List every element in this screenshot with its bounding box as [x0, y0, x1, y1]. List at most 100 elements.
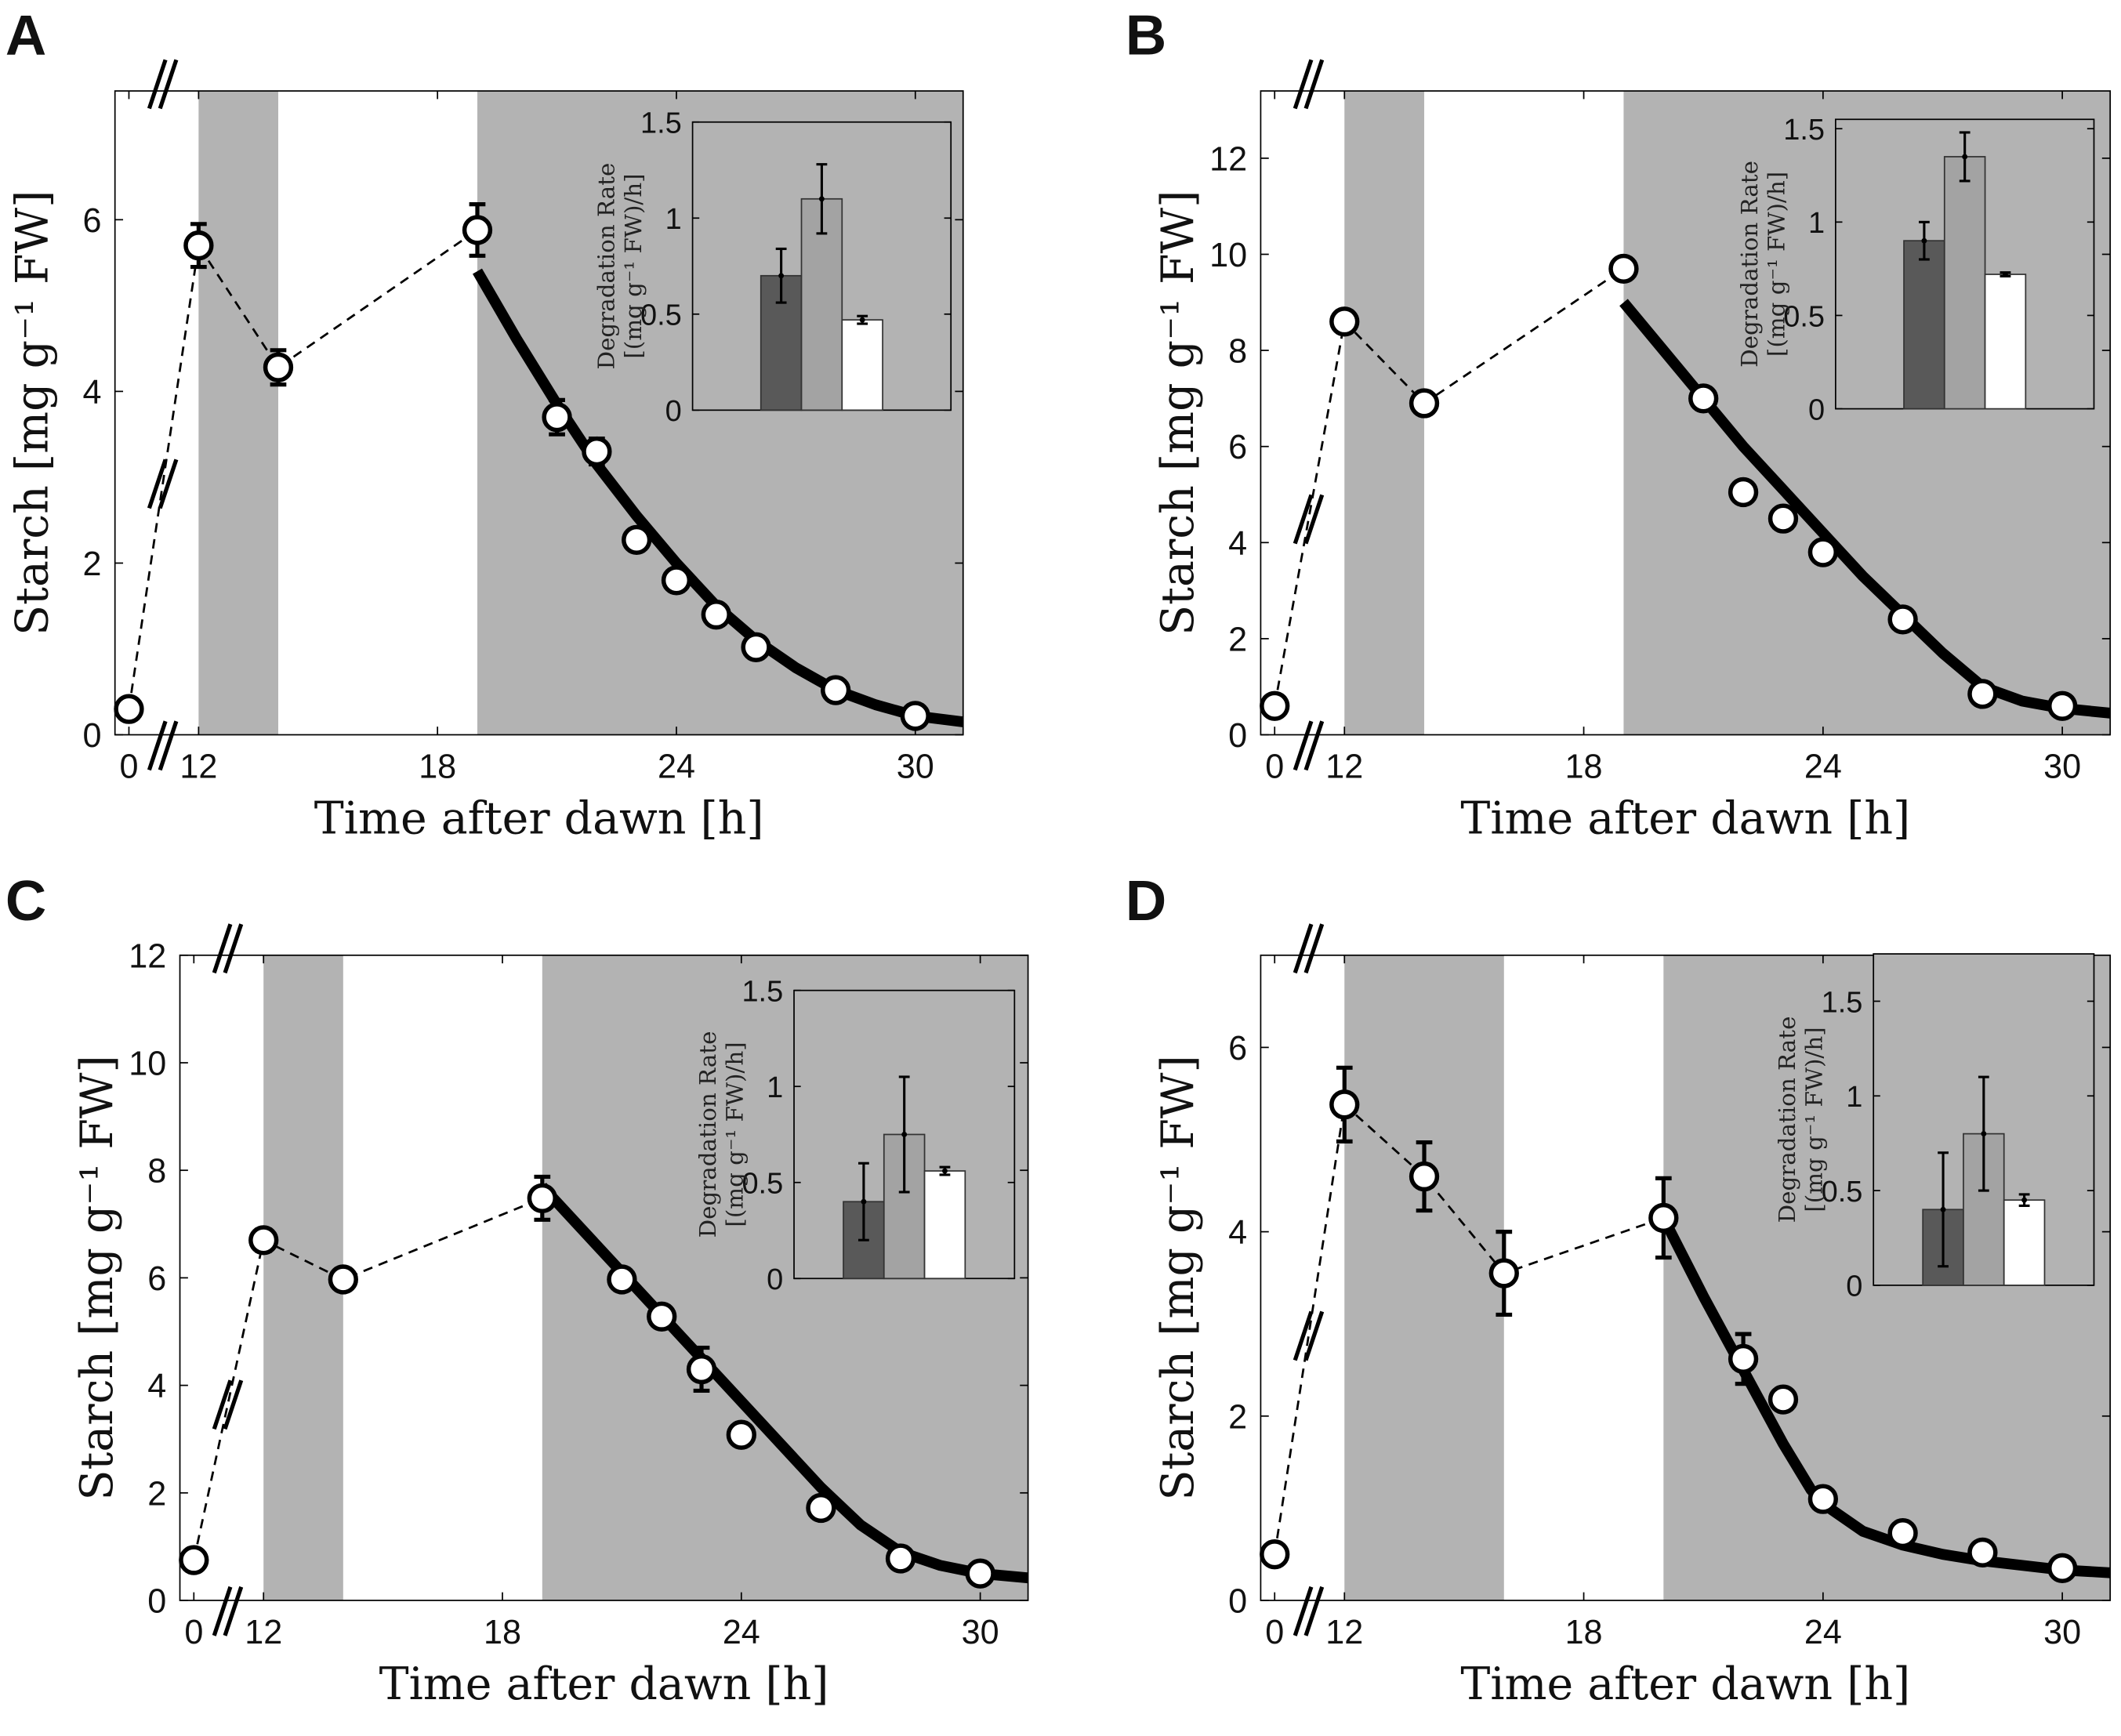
x-tick-label: 12	[179, 748, 217, 786]
inset-y-label-line1: Degradation Rate	[1736, 161, 1763, 368]
x-tick-label: 30	[2043, 748, 2081, 786]
panel-letter: B	[1126, 3, 1166, 67]
data-point	[2047, 1553, 2078, 1583]
axis-break-top	[147, 59, 168, 110]
inset-y-label-line2: [(mg g⁻¹ FW)/h]	[721, 1042, 748, 1227]
inset-y-label-line1: Degradation Rate	[694, 1031, 721, 1238]
x-tick-label: 12	[1325, 748, 1363, 786]
data-line-break	[1293, 1310, 1314, 1361]
axis-break-top	[1293, 923, 1314, 974]
inset-y-tick-label: 1.5	[1783, 114, 1825, 147]
panel-letter: D	[1126, 869, 1166, 933]
data-point	[965, 1558, 995, 1589]
data-point	[1688, 383, 1719, 414]
inset-y-tick-label: 0.5	[1822, 1176, 1863, 1209]
data-point	[647, 1301, 677, 1332]
y-tick-label: 6	[1228, 1030, 1247, 1067]
data-point	[1768, 503, 1799, 534]
y-tick-label: 2	[1228, 1398, 1247, 1436]
inset-y-tick-label: 1	[767, 1071, 783, 1104]
y-axis-label: Starch [mg g⁻¹ FW]	[6, 190, 58, 636]
inset-y-tick-label: 0	[767, 1263, 783, 1296]
panel-letter: A	[5, 3, 46, 67]
data-point	[1728, 1343, 1759, 1375]
inset-y-tick-label: 1	[1808, 207, 1825, 240]
x-tick-label: 18	[1565, 1614, 1603, 1651]
data-point	[582, 436, 612, 467]
x-tick-label: 18	[484, 1614, 521, 1651]
x-tick-label: 30	[2043, 1614, 2081, 1651]
x-tick-label: 24	[723, 1614, 760, 1651]
panel-letter: C	[5, 869, 46, 933]
axis-break-bottom	[223, 1586, 244, 1636]
inset-y-label-line2: [(mg g⁻¹ FW)/h]	[620, 173, 647, 358]
y-tick-label: 12	[1209, 140, 1247, 178]
inset-y-label-line2: [(mg g⁻¹ FW)/h]	[1801, 1027, 1828, 1212]
x-tick-label: 24	[1804, 1614, 1842, 1651]
dark-period-shade	[1344, 91, 1425, 735]
y-tick-label: 4	[1228, 1214, 1247, 1252]
inset-y-tick-label: 0	[1846, 1270, 1862, 1303]
inset-bar-mean-dot	[901, 1132, 908, 1137]
inset-bar-mean-dot	[859, 317, 865, 323]
data-line-break	[147, 458, 168, 509]
axis-break-top	[223, 923, 244, 974]
axis-break-bottom	[1303, 1586, 1325, 1636]
x-tick-label: 18	[1565, 748, 1603, 786]
dark-period-shade	[198, 91, 278, 735]
x-axis-label: Time after dawn [h]	[1460, 792, 1910, 844]
inset-y-tick-label: 1.5	[640, 107, 682, 140]
x-tick-label: 18	[419, 748, 456, 786]
data-point	[263, 352, 294, 382]
inset-y-label-line1: Degradation Rate	[593, 163, 619, 370]
inset-bar	[1943, 156, 1986, 410]
data-point	[726, 1419, 756, 1450]
inset-y-tick-label: 0.5	[1783, 300, 1825, 333]
dashed-connector-line	[128, 229, 478, 709]
inset-bar-chart: 0 0.5 1 1.5 Degradation Rate [(mg g⁻¹ FW)/h]	[1774, 953, 2095, 1303]
inset-bar-mean-dot	[1981, 1131, 1987, 1137]
y-tick-label: 0	[82, 717, 101, 755]
x-axis-label: Time after dawn [h]	[1460, 1658, 1910, 1710]
inset-y-tick-label: 0.5	[741, 1168, 783, 1201]
data-line-break	[1303, 1310, 1325, 1361]
inset-bar	[841, 319, 883, 411]
axis-break-bottom	[1293, 720, 1314, 771]
y-tick-label: 12	[129, 937, 166, 975]
data-point	[1260, 690, 1290, 721]
data-point	[622, 524, 652, 556]
data-point	[1329, 1089, 1360, 1120]
y-axis-label: Starch [mg g⁻¹ FW]	[71, 1055, 123, 1500]
data-line-break	[1303, 494, 1325, 545]
inset-bar	[1903, 240, 1945, 410]
data-point	[1608, 253, 1639, 285]
x-tick-label: 12	[245, 1614, 282, 1651]
data-point	[1768, 1384, 1799, 1415]
inset-y-tick-label: 0	[665, 395, 682, 428]
inset-bar-mean-dot	[941, 1168, 948, 1174]
data-point	[806, 1492, 836, 1524]
data-point	[179, 1545, 209, 1575]
data-point	[821, 675, 851, 705]
inset-y-label-line2: [(mg g⁻¹ FW)/h]	[1763, 172, 1789, 357]
y-tick-label: 10	[129, 1046, 166, 1083]
y-tick-label: 2	[82, 545, 101, 583]
data-point	[686, 1354, 717, 1385]
data-point	[607, 1264, 637, 1295]
data-point	[661, 565, 692, 596]
y-tick-label: 6	[82, 202, 101, 240]
axis-break-top	[158, 59, 179, 110]
x-tick-label: 30	[962, 1614, 999, 1651]
x-tick-label: 0	[1265, 748, 1284, 786]
inset-bar-mean-dot	[1940, 1206, 1946, 1212]
data-point	[1648, 1202, 1679, 1234]
axis-break-bottom	[1303, 720, 1325, 771]
data-point	[1807, 1484, 1839, 1514]
inset-bar-mean-dot	[2021, 1197, 2028, 1203]
axis-break-top	[1293, 59, 1314, 110]
data-point	[1488, 1258, 1519, 1288]
axis-break-bottom	[212, 1586, 233, 1636]
